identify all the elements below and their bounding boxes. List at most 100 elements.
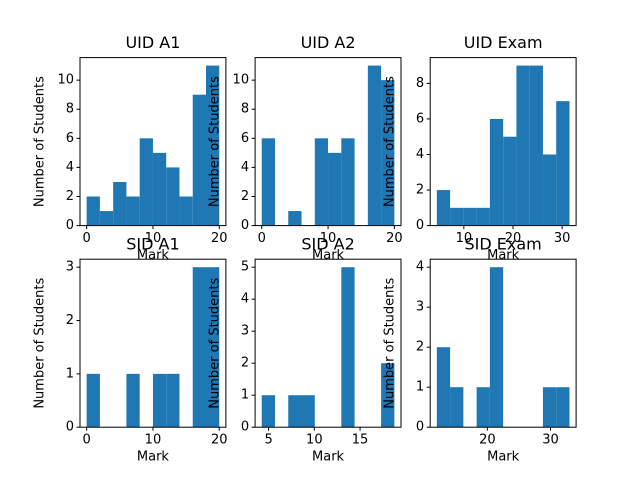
bar <box>489 118 504 226</box>
axes-frame <box>429 57 577 227</box>
chart-title: SID A2 <box>301 235 354 254</box>
bar <box>503 136 517 226</box>
bar <box>529 65 543 226</box>
bar <box>341 267 355 428</box>
x-axis-label: Mark <box>312 450 345 465</box>
bar <box>113 181 127 226</box>
bar <box>367 65 382 226</box>
bar <box>86 196 100 226</box>
x-tick-label: 20 <box>211 433 228 448</box>
y-tick-label: 0 <box>241 218 249 233</box>
y-tick-label: 0 <box>66 218 74 233</box>
y-tick-label: 3 <box>416 300 424 315</box>
y-tick-label: 8 <box>66 102 74 117</box>
bar <box>450 387 464 428</box>
y-tick-label: 4 <box>416 147 424 162</box>
bar <box>556 387 570 428</box>
bar <box>489 267 504 428</box>
x-tick-label: 10 <box>306 433 323 448</box>
bar <box>463 207 477 226</box>
y-tick-label: 2 <box>241 356 249 371</box>
bar <box>152 152 167 226</box>
bar <box>381 80 395 226</box>
x-tick-label: 30 <box>554 231 571 246</box>
bar <box>450 207 464 226</box>
axes-frame <box>254 258 402 428</box>
bar <box>126 196 140 226</box>
chart-title: UID Exam <box>464 33 543 52</box>
bar <box>542 387 557 428</box>
y-tick-label: 4 <box>241 160 249 175</box>
x-tick-label: 20 <box>386 231 403 246</box>
y-axis-label: Number of Students <box>33 76 48 207</box>
x-tick-label: 0 <box>82 433 90 448</box>
y-axis-label: Number of Students <box>383 76 398 207</box>
x-tick-label: 0 <box>82 231 90 246</box>
y-tick-label: 6 <box>416 111 424 126</box>
bar <box>516 65 530 226</box>
x-axis-label: Mark <box>487 450 520 465</box>
y-axis-label: Number of Students <box>208 76 223 207</box>
y-tick-label: 2 <box>241 189 249 204</box>
y-tick-label: 8 <box>416 76 424 91</box>
bar <box>476 387 490 428</box>
bar <box>126 373 140 428</box>
chart-title: UID A2 <box>301 33 356 52</box>
x-tick-label: 20 <box>211 231 228 246</box>
chart-title: UID A1 <box>125 33 180 52</box>
y-tick-label: 2 <box>66 313 74 328</box>
y-tick-label: 5 <box>241 260 249 275</box>
bar <box>166 167 180 226</box>
bar <box>328 152 342 226</box>
x-tick-label: 20 <box>479 433 496 448</box>
bar <box>166 373 180 428</box>
y-tick-label: 0 <box>416 420 424 435</box>
y-tick-label: 2 <box>416 340 424 355</box>
x-tick-label: 0 <box>258 231 266 246</box>
x-tick-label: 10 <box>320 231 337 246</box>
bar <box>314 138 329 226</box>
bar <box>436 347 451 428</box>
y-tick-label: 0 <box>66 420 74 435</box>
bar <box>139 138 153 226</box>
chart-title: SID A1 <box>126 235 179 254</box>
x-tick-label: 15 <box>352 433 369 448</box>
x-tick-label: 5 <box>264 433 272 448</box>
x-tick-label: 10 <box>145 433 162 448</box>
x-tick-label: 10 <box>456 231 473 246</box>
bar <box>288 395 302 428</box>
y-tick-label: 4 <box>66 160 74 175</box>
x-tick-label: 20 <box>505 231 522 246</box>
y-tick-label: 0 <box>416 218 424 233</box>
axes-frame <box>429 258 577 428</box>
y-tick-label: 4 <box>416 260 424 275</box>
y-tick-label: 0 <box>241 420 249 435</box>
y-tick-label: 2 <box>66 189 74 204</box>
y-tick-label: 1 <box>66 366 74 381</box>
bar <box>192 267 207 428</box>
x-axis-label: Mark <box>137 450 170 465</box>
bar <box>476 207 490 226</box>
bar <box>341 138 355 226</box>
bar <box>301 395 315 428</box>
y-tick-label: 3 <box>241 324 249 339</box>
bar <box>206 65 220 226</box>
y-tick-label: 4 <box>241 292 249 307</box>
y-tick-label: 8 <box>241 102 249 117</box>
bar <box>542 154 557 226</box>
y-axis-label: Number of Students <box>33 277 48 408</box>
bar <box>192 94 207 226</box>
bar <box>206 267 220 428</box>
y-tick-label: 10 <box>57 73 74 88</box>
bar <box>261 395 275 428</box>
y-tick-label: 3 <box>66 260 74 275</box>
y-tick-label: 6 <box>241 131 249 146</box>
bar <box>288 211 302 226</box>
chart-title: SID Exam <box>465 235 542 254</box>
x-tick-label: 30 <box>542 433 559 448</box>
y-tick-label: 2 <box>416 183 424 198</box>
bar <box>152 373 167 428</box>
y-tick-label: 10 <box>233 73 250 88</box>
bar <box>179 196 193 226</box>
